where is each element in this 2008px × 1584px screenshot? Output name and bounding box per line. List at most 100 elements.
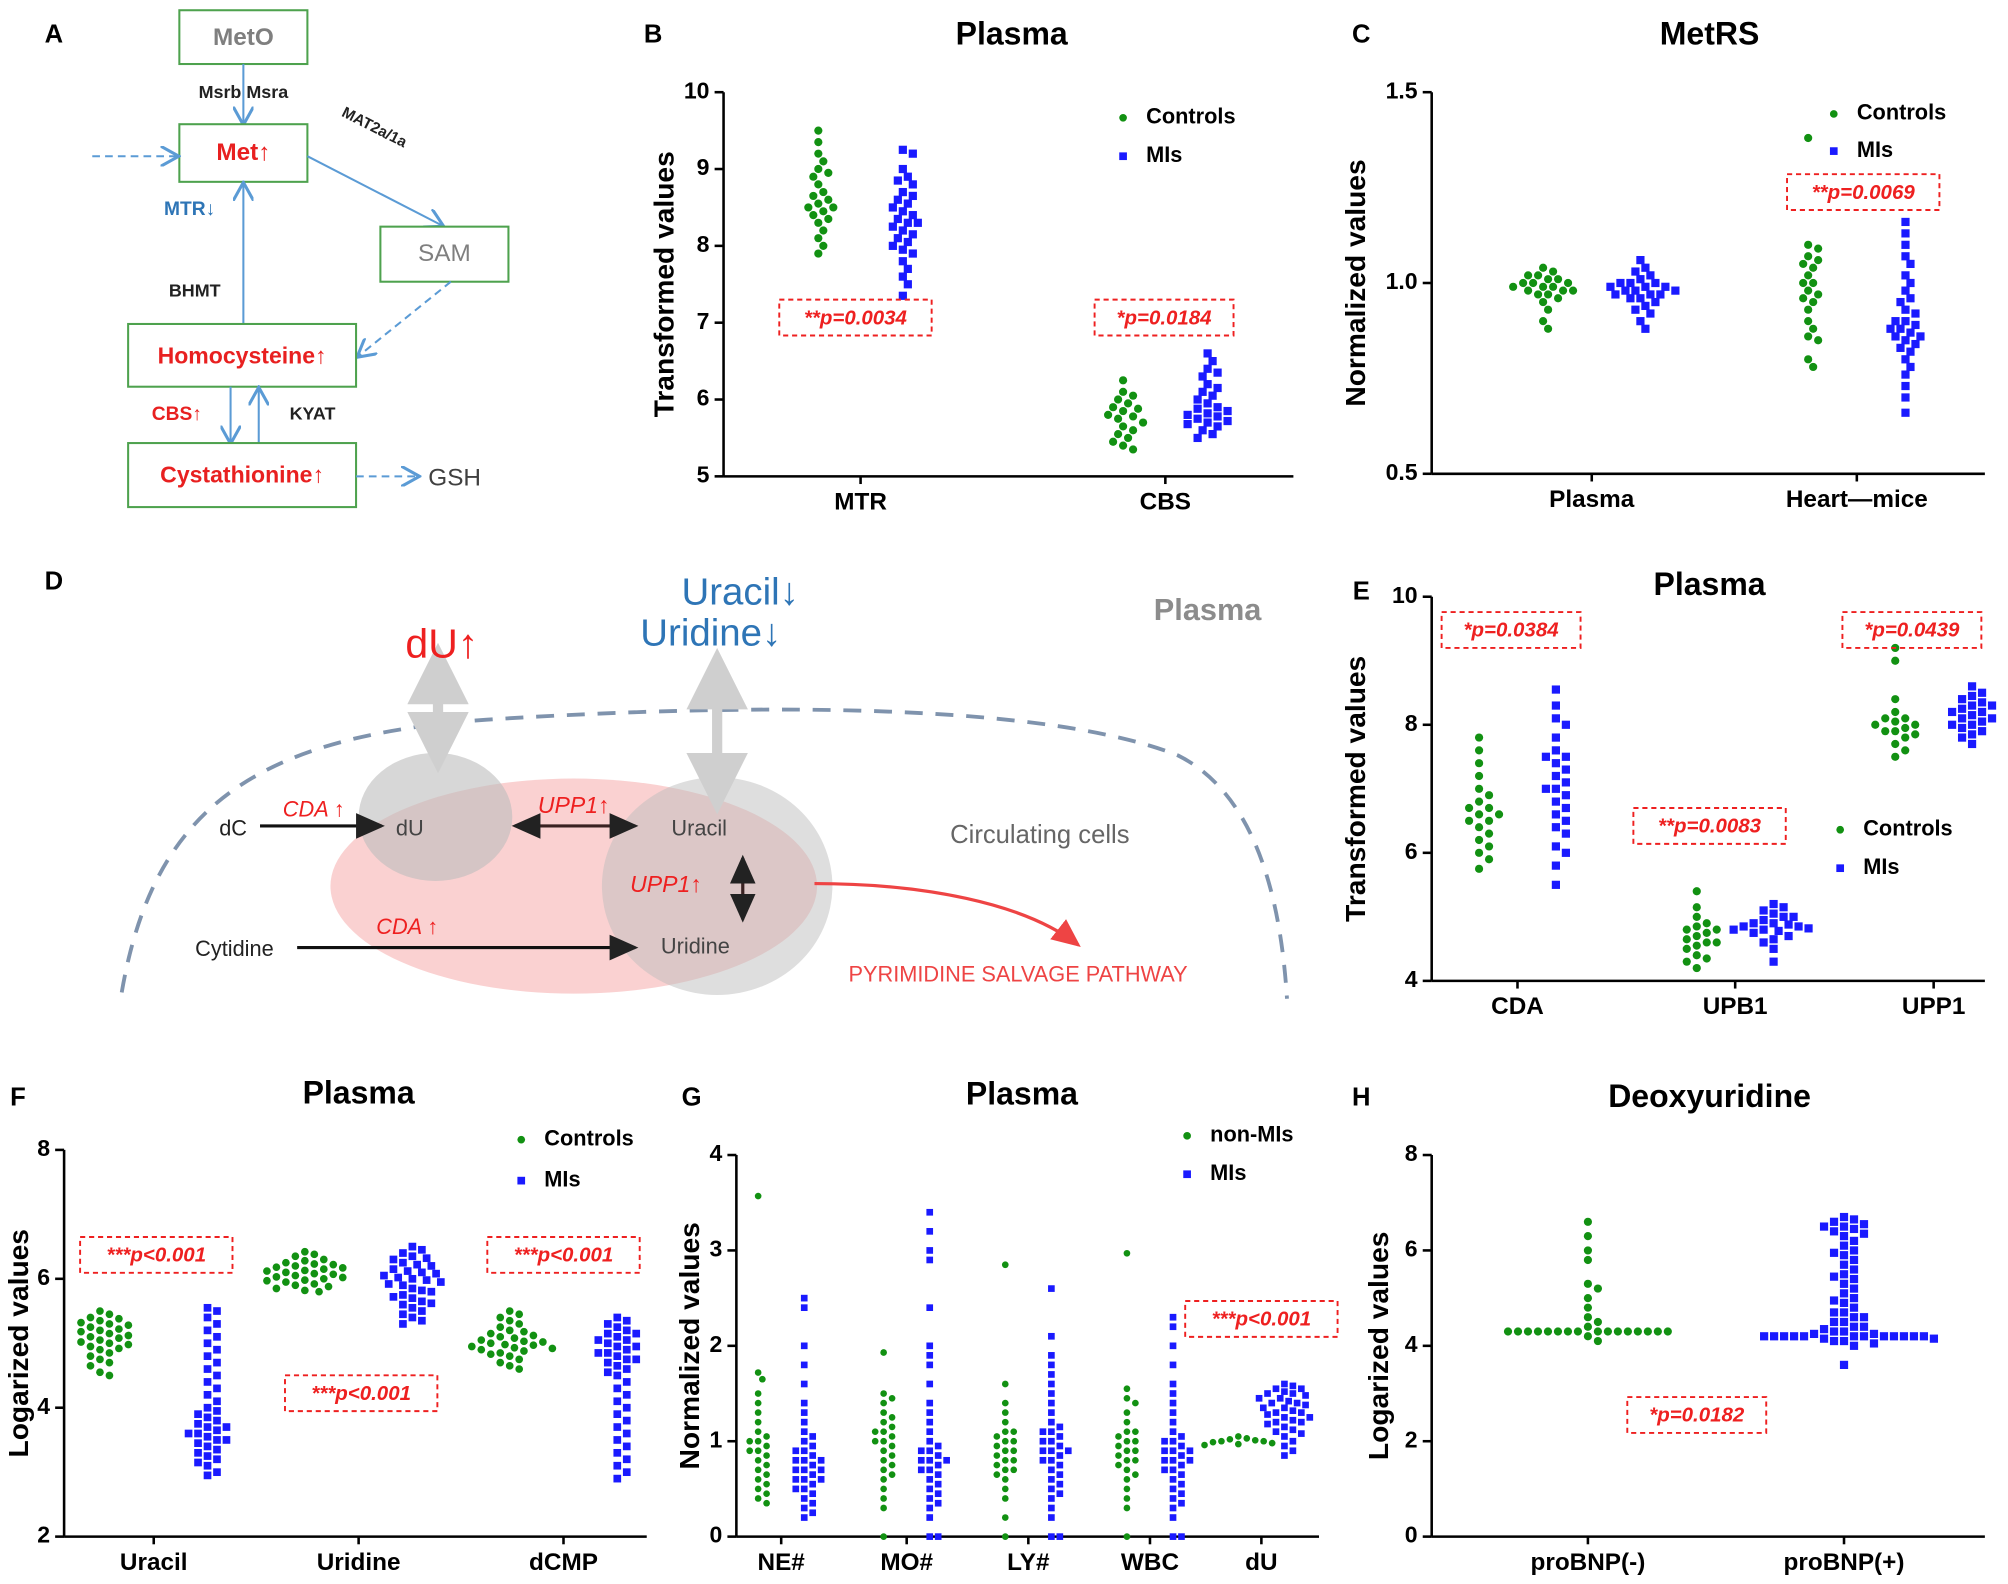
data-point (319, 1265, 328, 1273)
data-point (800, 1495, 808, 1502)
data-point (1759, 938, 1768, 947)
data-point (213, 1436, 221, 1444)
data-point (880, 1390, 887, 1397)
data-point (1702, 954, 1711, 963)
data-point (1123, 1385, 1131, 1393)
data-point (926, 1514, 934, 1521)
data-point (529, 1331, 538, 1340)
legend-marker (1183, 1170, 1191, 1179)
data-point (418, 1307, 426, 1315)
data-point (1169, 1456, 1177, 1464)
data-point (898, 187, 907, 197)
data-point (1169, 1476, 1177, 1483)
data-point (1048, 1285, 1055, 1292)
data-point (86, 1323, 95, 1331)
data-point (115, 1344, 123, 1353)
data-point (1193, 395, 1202, 404)
data-point (1839, 1241, 1849, 1250)
data-point (1128, 391, 1138, 400)
data-point (809, 1499, 817, 1507)
data-point (814, 218, 823, 227)
data-point (1819, 1334, 1829, 1343)
diagram-d: D dU↑ Uracil↓ Uridine↓ Plasma Circulatin… (45, 567, 1289, 999)
data-point (800, 1399, 808, 1407)
node: Met↑ (216, 139, 270, 166)
data-point (1641, 301, 1650, 310)
enzyme: CDA ↑ (376, 914, 438, 939)
data-point (1226, 1435, 1234, 1443)
data-point (1183, 410, 1192, 419)
data-point (1809, 1329, 1819, 1338)
data-point (622, 1442, 631, 1451)
panel-label: B (644, 21, 663, 49)
data-point (77, 1338, 85, 1346)
legend-label: Controls (1863, 816, 1952, 841)
data-point (1901, 286, 1910, 295)
data-point (291, 1262, 300, 1270)
data-point (1039, 1428, 1047, 1436)
metabolite: Uracil (671, 816, 727, 841)
metabolite: Cytidine (195, 936, 274, 961)
data-point (1583, 1294, 1593, 1303)
data-point (1056, 1442, 1064, 1450)
node-box (127, 322, 358, 388)
data-point (1056, 1533, 1064, 1540)
data-point (792, 1447, 800, 1455)
data-point (792, 1466, 800, 1474)
data-point (1957, 723, 1967, 733)
data-point (86, 1342, 95, 1351)
data-point (926, 1437, 934, 1445)
data-point (1281, 1433, 1288, 1440)
edge-label: CBS↑ (152, 404, 202, 425)
data-point (926, 1495, 934, 1502)
data-point (1276, 1394, 1284, 1402)
data-point (1534, 290, 1543, 299)
data-point (496, 1313, 505, 1322)
data-point (1881, 727, 1890, 736)
data-point (96, 1307, 104, 1315)
data-point (1849, 1274, 1859, 1284)
data-point (1048, 1418, 1055, 1426)
data-point (1799, 259, 1808, 269)
enzyme: CDA ↑ (283, 796, 345, 821)
data-point (746, 1447, 754, 1455)
data-point (1901, 336, 1910, 345)
panel-label: E (1353, 578, 1370, 606)
data-point (792, 1456, 800, 1464)
x-tick-label: UPP1 (1902, 993, 1966, 1020)
data-point (1769, 909, 1778, 918)
data-point (539, 1338, 547, 1346)
data-point (1671, 286, 1680, 295)
data-point (1001, 1418, 1009, 1426)
y-tick-label: 0 (1405, 1522, 1418, 1548)
data-point (1474, 759, 1484, 768)
data-point (1169, 1361, 1177, 1369)
plasma-label: Uracil↓ (682, 570, 799, 613)
data-point (926, 1466, 934, 1474)
data-point (871, 1428, 879, 1436)
data-point (926, 1352, 934, 1359)
data-point (1977, 707, 1987, 717)
data-point (1901, 229, 1910, 238)
data-point (819, 187, 828, 197)
data-point (1561, 791, 1570, 800)
y-axis-label: Transformed values (1339, 656, 1371, 922)
data-point (1896, 324, 1905, 333)
data-point (1484, 842, 1494, 851)
data-point (1048, 1533, 1055, 1540)
data-point (880, 1428, 887, 1436)
data-point (1891, 656, 1900, 665)
data-point (893, 214, 902, 224)
data-point (1203, 364, 1212, 373)
data-point (1839, 1317, 1849, 1327)
data-point (1911, 309, 1920, 318)
data-point (880, 1437, 887, 1445)
data-point (880, 1466, 887, 1474)
x-tick-label: Heart—mice (1786, 486, 1928, 513)
data-point (1118, 406, 1128, 416)
y-tick-label: 2 (709, 1331, 722, 1357)
data-point (763, 1452, 770, 1459)
data-point (1123, 1249, 1131, 1257)
data-point (1957, 704, 1967, 713)
data-point (1643, 1327, 1652, 1336)
